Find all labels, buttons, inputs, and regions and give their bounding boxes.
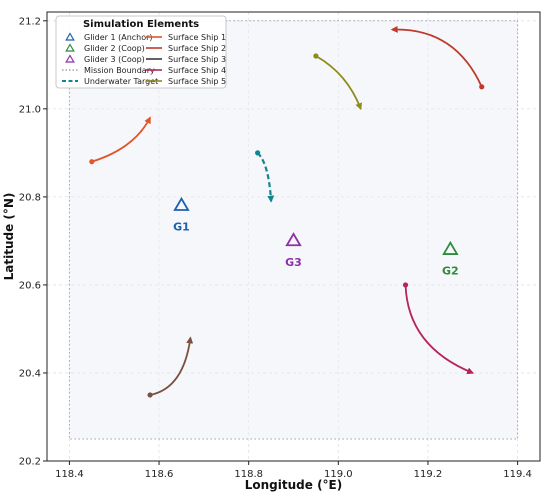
x-tick-label: 118.8 (234, 469, 263, 480)
x-tick-label: 119.2 (414, 469, 443, 480)
y-tick-label: 20.2 (19, 457, 41, 468)
x-tick-label: 119.4 (503, 469, 532, 480)
surface-ship-3-track (149, 336, 194, 396)
legend-right-2-label: Surface Ship 3 (168, 55, 226, 64)
surface-ship-4-track (404, 284, 475, 375)
x-tick-label: 119.0 (324, 469, 353, 480)
legend-right-1-label: Surface Ship 2 (168, 44, 226, 53)
surface-ship-3-start-point (147, 392, 153, 398)
y-axis-label: Latitude (°N) (2, 193, 16, 281)
y-tick-label: 20.4 (19, 368, 41, 379)
legend: Simulation Elements Glider 1 (Anchor) Glid… (55, 15, 227, 89)
legend-right-4-label: Surface Ship 5 (168, 77, 226, 86)
plot-frame (46, 11, 541, 462)
surface-ship-1-start-point (89, 159, 95, 165)
y-tick-label: 21.0 (19, 104, 41, 115)
glider-3-label: G3 (285, 256, 302, 269)
glider-2-marker (442, 240, 459, 255)
legend-right-3-label: Surface Ship 4 (168, 66, 226, 75)
ticks: 118.4 118.6 118.8 119.0 119.2 119.4 20.2 20.4 20… (19, 16, 532, 480)
legend-left-1-label: Glider 2 (Coop) (84, 44, 145, 53)
legend-left-0-label: Glider 1 (Anchor) (84, 33, 153, 42)
legend-title: Simulation Elements (83, 19, 199, 30)
underwater-target-start-point (255, 150, 261, 156)
legend-left-4-label: Underwater Target (84, 77, 158, 86)
tracks (89, 25, 485, 398)
surface-ship-2-start-point (479, 84, 485, 90)
surface-ship-5-start-point (313, 53, 319, 59)
x-axis-label: Longitude (°E) (245, 478, 343, 492)
legend-left-2-swatch (65, 54, 75, 63)
mission-boundary (68, 20, 519, 440)
surface-ship-5-track (315, 55, 362, 111)
surface-ship-2-track (390, 25, 483, 88)
x-tick-label: 118.6 (145, 469, 174, 480)
underwater-target-track (256, 152, 275, 203)
legend-box (55, 15, 227, 89)
y-tick-label: 20.6 (19, 280, 41, 291)
glider-2-label: G2 (442, 265, 459, 278)
surface-ship-1-track (91, 116, 151, 163)
legend-left-3-label: Mission Boundary (84, 66, 155, 75)
glider-1-marker (173, 196, 190, 211)
glider-1-label: G1 (173, 221, 190, 234)
glider-3-marker (285, 232, 302, 247)
x-tick-label: 118.4 (55, 469, 84, 480)
legend-left-2-label: Glider 3 (Coop) (84, 55, 145, 64)
legend-right-0-label: Surface Ship 1 (168, 33, 226, 42)
legend-left-0-swatch (65, 32, 75, 41)
surface-ship-4-start-point (402, 282, 409, 288)
y-tick-label: 21.2 (19, 16, 41, 27)
mission-boundary-rect (68, 20, 519, 440)
legend-left-1-swatch (65, 43, 75, 52)
gliders: G1 G2 G3 (173, 196, 459, 278)
y-tick-label: 20.8 (19, 192, 41, 203)
